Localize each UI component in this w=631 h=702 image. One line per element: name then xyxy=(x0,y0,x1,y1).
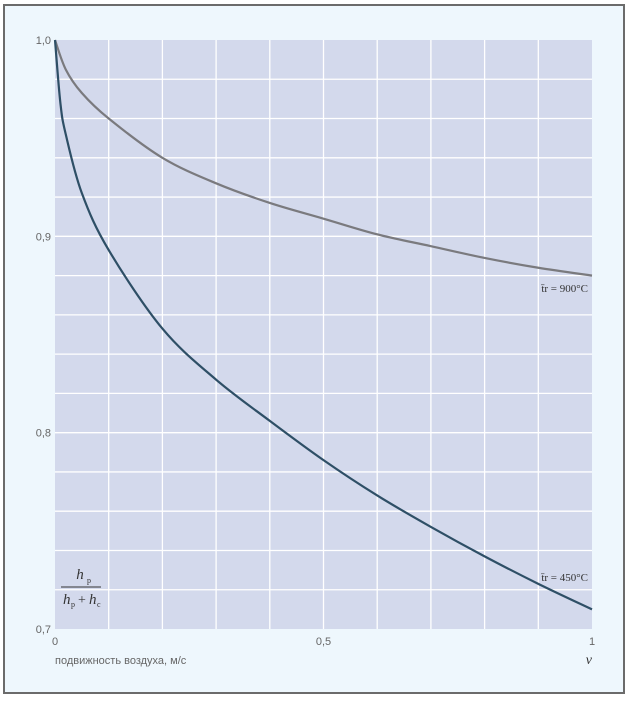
y-axis-label-numerator: h xyxy=(76,567,84,583)
plus-sign: + xyxy=(78,593,86,608)
y-tick-label: 0,8 xyxy=(36,428,51,440)
x-tick-label: 0 xyxy=(52,636,58,648)
series-label-1: t̄r = 450°C xyxy=(541,572,588,584)
x-tick-label: 0,5 xyxy=(316,636,331,648)
y-axis-label-denominator-b-sub: с xyxy=(97,600,101,609)
y-tick-label: 0,7 xyxy=(36,624,51,636)
x-axis-symbol: v xyxy=(586,653,593,668)
y-tick-label: 0,9 xyxy=(36,231,51,243)
y-axis-label-denominator-a: h xyxy=(63,592,71,608)
y-axis-label-numerator-sub: р xyxy=(87,576,91,585)
x-tick-label: 1 xyxy=(589,636,595,648)
series-label-0: t̄r = 900°C xyxy=(541,283,588,295)
series-line-1 xyxy=(53,39,593,611)
y-axis-label-denominator-a-sub: р xyxy=(71,600,75,609)
x-axis-label: подвижность воздуха, м/с xyxy=(55,655,187,667)
series-line-0 xyxy=(53,39,593,277)
y-axis-label-denominator-b: h xyxy=(89,592,97,608)
y-tick-label: 1,0 xyxy=(36,35,51,47)
